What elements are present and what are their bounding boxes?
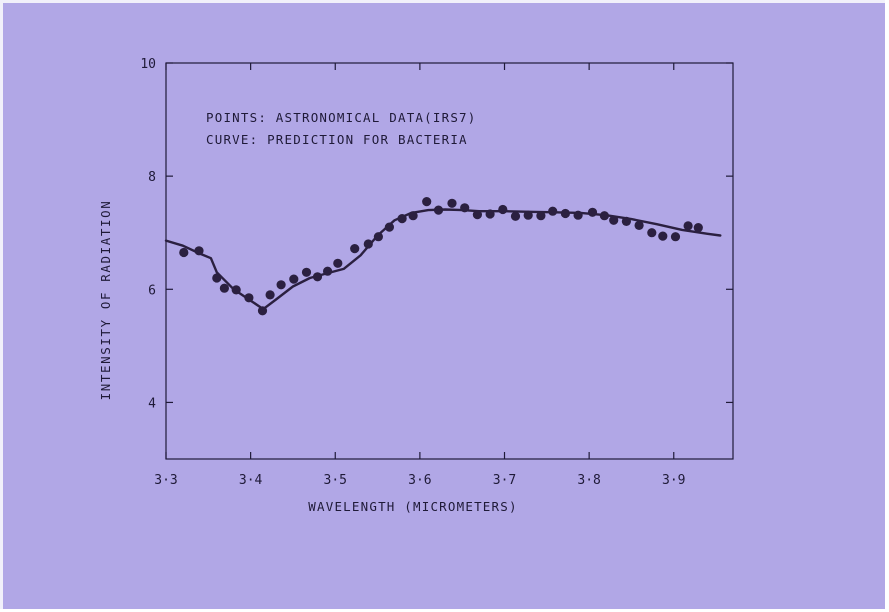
x-tick-label: 3·6 — [408, 473, 431, 488]
data-point — [257, 306, 268, 316]
data-point — [599, 211, 610, 221]
annotation-points: POINTS: ASTRONOMICAL DATA(IRS7) — [206, 110, 477, 125]
data-point — [194, 246, 204, 256]
data-point — [301, 267, 312, 277]
data-point — [323, 266, 333, 276]
x-tick-label: 3·4 — [239, 473, 263, 488]
data-point — [397, 214, 407, 224]
data-point — [548, 206, 558, 216]
y-tick-label: 4 — [148, 396, 156, 411]
data-point — [363, 239, 373, 249]
data-point — [433, 205, 444, 215]
x-tick-label: 3·8 — [577, 473, 600, 488]
x-tick-label: 3·3 — [154, 473, 177, 488]
x-tick-label: 3·9 — [662, 473, 685, 488]
y-tick-label: 10 — [140, 57, 156, 72]
data-point — [693, 223, 703, 233]
data-point — [647, 228, 657, 238]
data-point — [536, 211, 546, 221]
data-point — [265, 290, 275, 300]
y-axis-label: INTENSITY OF RADIATION — [98, 200, 113, 401]
data-point — [212, 273, 222, 283]
data-point — [447, 198, 457, 208]
x-axis-label: WAVELENGTH (MICROMETERS) — [308, 499, 517, 514]
data-point — [634, 220, 644, 230]
data-point — [573, 210, 583, 220]
data-point — [289, 274, 299, 284]
data-point — [276, 280, 286, 290]
data-point — [312, 272, 323, 282]
x-tick-label: 3·5 — [324, 473, 347, 488]
data-point — [231, 285, 241, 295]
data-point — [621, 216, 632, 226]
data-point — [523, 210, 533, 220]
data-point — [609, 215, 619, 225]
data-point — [510, 211, 521, 221]
data-point — [219, 283, 229, 293]
data-point — [422, 197, 432, 207]
data-point — [683, 221, 693, 231]
data-point — [560, 208, 571, 219]
data-point — [658, 231, 668, 241]
data-point — [384, 222, 394, 232]
y-tick-label: 6 — [148, 283, 156, 298]
data-point — [350, 244, 360, 254]
x-tick-label: 3·7 — [493, 473, 516, 488]
data-point — [670, 232, 681, 242]
data-point — [333, 258, 343, 268]
data-point — [179, 247, 189, 258]
y-tick-label: 8 — [148, 170, 156, 185]
data-point — [244, 293, 254, 303]
data-point — [485, 209, 495, 219]
plot-frame — [165, 62, 734, 460]
annotation-curve: CURVE: PREDICTION FOR BACTERIA — [206, 132, 468, 147]
data-point — [408, 211, 418, 221]
data-point — [373, 232, 383, 242]
data-point — [498, 204, 508, 215]
data-point — [587, 207, 598, 217]
data-point — [460, 203, 470, 213]
data-point — [472, 210, 482, 220]
